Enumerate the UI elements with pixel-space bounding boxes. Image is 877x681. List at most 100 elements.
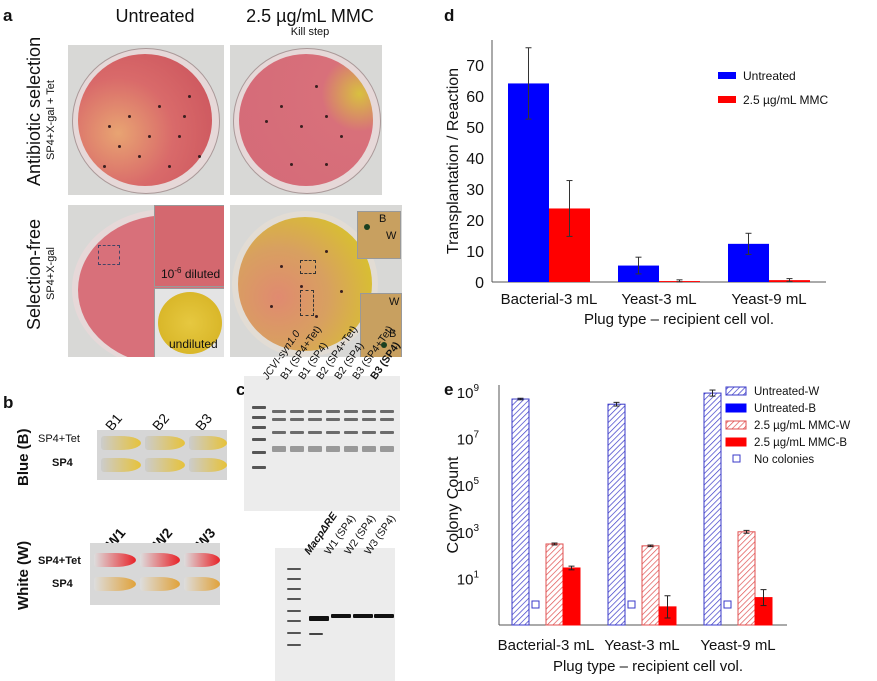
gel-top	[244, 376, 400, 511]
bar-untreated-w	[607, 403, 626, 626]
gel-band	[326, 410, 340, 413]
gel-band	[362, 431, 376, 434]
x-tick-label: Yeast-3 mL	[604, 637, 679, 654]
x-tick-label: Yeast-3 mL	[621, 291, 696, 308]
gel-band	[272, 431, 286, 434]
inset-diluted-suffix: diluted	[181, 267, 221, 281]
gel-band	[326, 418, 340, 421]
gel-band	[308, 431, 322, 434]
gel-band	[344, 418, 358, 421]
no-colonies-marker	[627, 600, 636, 609]
bar-untreated-w	[511, 398, 530, 626]
blue-row-label: Blue (B)	[15, 428, 32, 487]
column-title-untreated: Untreated	[115, 6, 195, 26]
x-tick-label: Bacterial-3 mL	[501, 291, 598, 308]
plate-mmc-selection-free: B W W B	[230, 205, 402, 357]
no-colonies-marker	[531, 600, 540, 609]
gel-band	[344, 410, 358, 413]
white-media-tet-label: SP4+Tet	[38, 555, 81, 567]
chart-e: 101 103 105 107 109 Colony Count Bacterial-3 m…	[445, 383, 850, 675]
gel-band	[362, 446, 376, 452]
white-media-sp4-label: SP4	[52, 578, 73, 590]
white-row-label: White (W)	[15, 540, 32, 610]
x-tick-label: Yeast-9 mL	[731, 291, 806, 308]
inset-bottom-B: B	[389, 328, 397, 340]
y-tick-label: 105	[457, 476, 480, 495]
inset-bottom-W: W	[389, 296, 400, 308]
y-tick-label: 107	[457, 430, 480, 449]
legend-label: Untreated-W	[754, 386, 819, 398]
gel-band	[380, 418, 394, 421]
panel-d-label: d	[444, 6, 455, 25]
inset-diluted-exponent: -6	[174, 266, 182, 275]
gel-band	[326, 431, 340, 434]
plate-untreated-selection-free: 10-6 diluted undiluted	[68, 205, 224, 357]
blue-media-tet-label: SP4+Tet	[38, 433, 80, 445]
gel-band	[380, 446, 394, 452]
legend-label: Untreated	[743, 69, 796, 83]
legend-label: 2.5 µg/mL MMC-B	[754, 437, 847, 449]
blue-media-sp4-label: SP4	[52, 457, 73, 469]
y-tick-label: 60	[466, 89, 484, 106]
legend-label: Untreated-B	[754, 403, 816, 415]
gel-band	[362, 418, 376, 421]
gel-band	[344, 446, 358, 452]
inset-undiluted-label: undiluted	[169, 337, 218, 351]
inset-diluted: 10-6 diluted	[154, 205, 224, 287]
inset-diluted-base: 10	[161, 267, 175, 281]
y-tick-label: 30	[466, 182, 484, 199]
bar-2-5-g-ml-mmc-w	[545, 543, 564, 626]
column-title-mmc: 2.5 µg/mL MMC	[246, 6, 374, 26]
gel-band	[290, 418, 304, 421]
legend-swatch-no-colonies	[732, 454, 741, 463]
y-tick-label: 109	[457, 383, 480, 402]
x-axis-label: Plug type – recipient cell vol.	[584, 311, 774, 328]
gel-band	[380, 410, 394, 413]
column-subtitle-kill-step: Kill step	[290, 26, 330, 38]
bar-untreated-w	[703, 392, 722, 626]
plate-mmc-antibiotic	[230, 45, 382, 195]
y-tick-label: 70	[466, 58, 484, 75]
inset-top-colonies: B W	[357, 211, 401, 259]
x-tick-label: Yeast-9 mL	[700, 637, 775, 654]
bar-2-5-g-ml-mmc-w	[737, 531, 756, 626]
gel-band	[272, 410, 286, 413]
gel-top-lane-labels: JCVI-syn1.0 B1 (SP4+Tet) B1 (SP4) B2 (SP…	[260, 324, 430, 390]
y-tick-label: 101	[457, 569, 480, 588]
y-tick-label: 0	[475, 275, 484, 292]
panel-b-label: b	[3, 393, 14, 412]
gel-band	[290, 410, 304, 413]
y-tick-label: 40	[466, 151, 484, 168]
gel-band	[290, 431, 304, 434]
y-axis-label: Colony Count	[445, 456, 462, 554]
legend-swatch	[718, 72, 736, 79]
gel-band	[308, 410, 322, 413]
plate-untreated-antibiotic	[68, 45, 224, 195]
gel-band	[272, 446, 286, 452]
gel-band	[272, 418, 286, 421]
white-tubes-photo	[90, 543, 220, 605]
y-tick-label: 10	[466, 244, 484, 261]
bar-2-5-g-ml-mmc-w	[641, 545, 660, 626]
inset-bottom-colonies: W B	[360, 293, 402, 357]
panel-a-label: a	[3, 6, 13, 25]
inset-top-W: W	[386, 230, 397, 242]
gel-band	[362, 410, 376, 413]
inset-undiluted: undiluted	[154, 288, 224, 357]
y-axis-label: Transplantation / Reaction	[445, 68, 462, 254]
row-title-antibiotic-selection: Antibiotic selection	[24, 36, 44, 186]
legend-swatch	[718, 96, 736, 103]
row-subtitle-antibiotic: SP4+X-gal + Tet	[45, 80, 57, 160]
y-tick-label: 20	[466, 213, 484, 230]
gel-band	[380, 431, 394, 434]
gel-bottom	[275, 548, 395, 681]
bar-2-5-g-ml-mmc-b	[562, 567, 581, 626]
gel-band	[344, 431, 358, 434]
gel-band	[290, 446, 304, 452]
legend-swatch	[725, 386, 747, 396]
blue-tubes-photo	[97, 430, 227, 480]
legend-swatch	[725, 420, 747, 430]
x-axis-label: Plug type – recipient cell vol.	[553, 658, 743, 675]
legend-swatch	[725, 437, 747, 447]
